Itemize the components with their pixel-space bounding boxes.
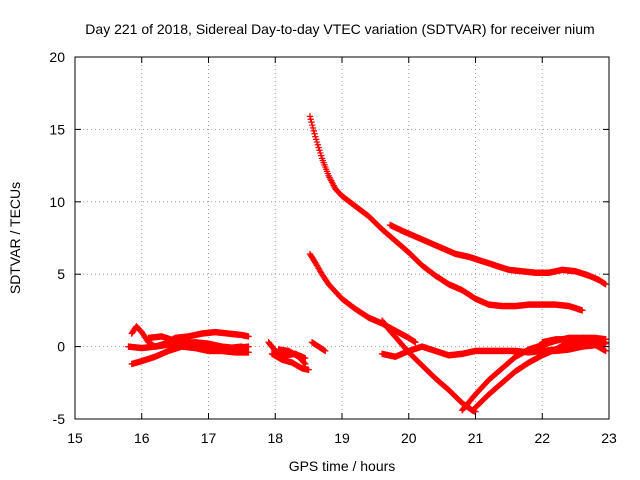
data-point	[306, 113, 314, 120]
series-d	[145, 333, 246, 353]
x-axis-label: GPS time / hours	[289, 458, 396, 474]
data-point	[308, 118, 315, 126]
x-tick-label: 16	[134, 430, 150, 446]
data-point	[311, 130, 318, 137]
axis-ticks: 15 16 17 18 19 20 21 22 23 -5 0 5 10 15 20	[49, 49, 617, 446]
data-point	[307, 116, 314, 123]
series-h	[308, 339, 329, 355]
data-point	[322, 347, 329, 355]
data-point	[310, 127, 317, 135]
y-tick-label: 15	[49, 121, 65, 137]
data-point	[602, 347, 609, 355]
chart-title: Day 221 of 2018, Sidereal Day-to-day VTE…	[85, 21, 594, 37]
x-tick-label: 22	[534, 430, 550, 446]
data-marks	[125, 113, 609, 415]
x-tick-label: 21	[468, 430, 484, 446]
data-point	[245, 343, 252, 350]
data-point	[245, 333, 252, 340]
y-tick-label: -5	[53, 411, 66, 427]
y-axis-label: SDTVAR / TECUs	[7, 182, 23, 294]
grid-lines	[75, 57, 609, 419]
data-point	[602, 281, 609, 288]
data-point	[309, 121, 316, 129]
data-point	[579, 307, 586, 314]
x-tick-label: 15	[67, 430, 83, 446]
x-tick-label: 20	[401, 430, 417, 446]
data-point	[301, 359, 308, 367]
series-g	[275, 346, 309, 368]
x-tick-label: 23	[601, 430, 617, 446]
y-tick-label: 10	[49, 194, 65, 210]
series-i	[306, 113, 586, 314]
series-q	[539, 336, 609, 355]
series-f	[268, 350, 312, 373]
y-tick-label: 5	[57, 266, 65, 282]
series-j	[386, 221, 609, 288]
data-point	[238, 343, 246, 350]
series-l	[378, 317, 479, 415]
y-tick-label: 20	[49, 49, 65, 65]
data-point	[245, 349, 252, 356]
data-point	[309, 124, 317, 132]
x-tick-label: 17	[201, 430, 217, 446]
y-tick-label: 0	[57, 339, 65, 355]
x-tick-label: 18	[267, 430, 283, 446]
data-point	[412, 339, 419, 346]
data-point	[602, 340, 609, 347]
series-p	[512, 340, 609, 358]
data-point	[302, 360, 309, 368]
x-tick-label: 19	[334, 430, 350, 446]
data-point	[305, 366, 312, 373]
